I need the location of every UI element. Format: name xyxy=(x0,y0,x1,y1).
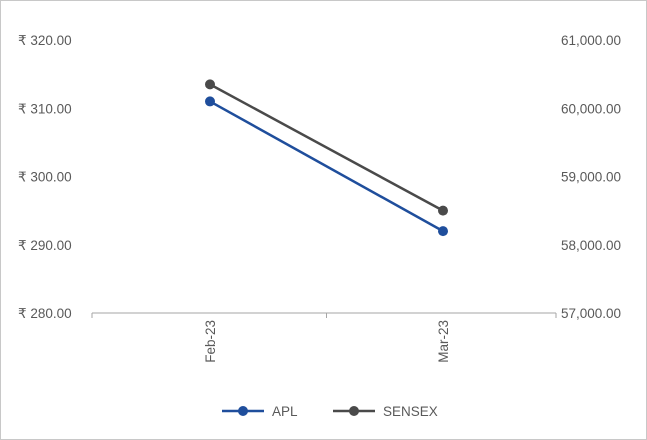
right-axis: 61,000.00 60,000.00 59,000.00 58,000.00 57,0… xyxy=(561,33,621,321)
right-tick-label: 57,000.00 xyxy=(561,306,621,321)
series-line-sensex xyxy=(209,83,444,212)
right-tick-label: 61,000.00 xyxy=(561,33,621,48)
data-point-sensex xyxy=(438,205,448,216)
right-tick-label: 60,000.00 xyxy=(561,101,621,116)
left-tick-label: ₹ 290.00 xyxy=(18,238,72,253)
left-tick-label: ₹ 320.00 xyxy=(18,33,72,48)
data-point-apl xyxy=(438,226,448,237)
data-point-sensex xyxy=(205,79,215,90)
category-label: Feb-23 xyxy=(203,320,218,363)
left-tick-label: ₹ 280.00 xyxy=(18,306,72,321)
legend-label-apl: APL xyxy=(272,404,298,419)
legend: APL SENSEX xyxy=(222,404,438,419)
left-axis: ₹ 320.00 ₹ 310.00 ₹ 300.00 ₹ 290.00 ₹ 280.00 xyxy=(18,33,72,321)
left-tick-label: ₹ 310.00 xyxy=(18,101,72,116)
series-layer xyxy=(205,79,448,237)
legend-marker-sensex xyxy=(349,406,359,416)
right-tick-label: 59,000.00 xyxy=(561,170,621,185)
x-axis: Feb-23 Mar-23 xyxy=(91,312,557,363)
category-label: Mar-23 xyxy=(436,320,451,363)
series-line-apl xyxy=(209,100,444,233)
data-point-apl xyxy=(205,96,215,107)
legend-marker-apl xyxy=(238,406,248,416)
right-tick-label: 58,000.00 xyxy=(561,238,621,253)
left-tick-label: ₹ 300.00 xyxy=(18,170,72,185)
legend-label-sensex: SENSEX xyxy=(383,404,438,419)
